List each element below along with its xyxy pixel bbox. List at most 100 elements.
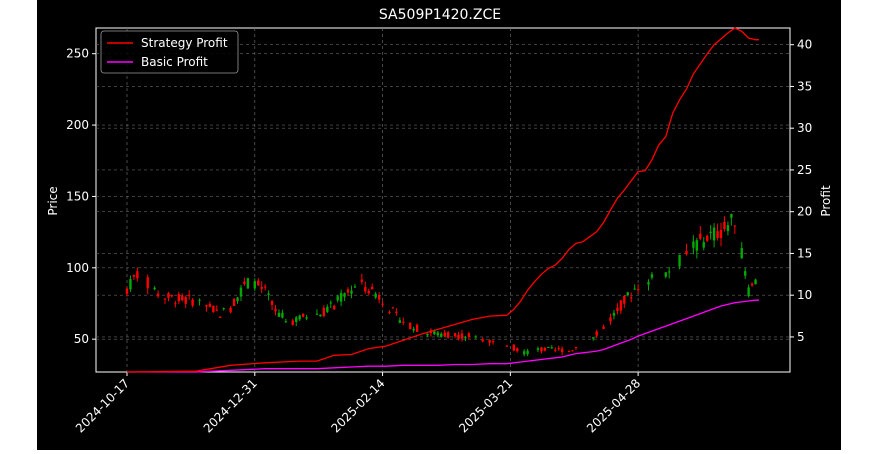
y-right-tick-label: 25 [797,163,812,177]
candle-body [184,297,187,304]
candle-body [647,282,650,285]
y-left-tick-label: 200 [66,118,89,132]
candle-body [668,271,671,273]
candle-body [329,302,332,304]
candle-body [433,331,436,335]
y-right-tick-label: 30 [797,121,812,135]
candle-body [132,275,136,277]
candle-body [371,286,374,290]
candle-body [567,350,571,352]
candle-body [129,279,132,290]
candle-body [229,307,232,313]
candle-body [754,279,757,285]
legend-box [100,30,239,74]
candle-body [488,340,491,343]
candle-body [339,293,343,302]
candle-body [205,305,208,307]
candle-body [281,312,284,318]
candle-body [719,230,723,238]
candle-body [298,315,301,320]
candle-body [263,286,267,288]
candle-body [730,213,733,218]
candle-body [464,337,467,339]
candle-body [167,293,170,298]
candle-body [426,333,429,336]
candle-body [232,298,236,306]
candle-body [360,279,364,282]
candle-body [374,293,377,298]
candle-body [453,333,457,337]
candle-body [326,306,329,312]
candle-body [443,332,446,337]
candle-body [181,295,184,301]
y-right-tick-label: 10 [797,288,812,302]
candle-body [702,242,705,248]
candle-body [595,331,598,336]
candle-body [170,295,174,297]
candle-body [592,337,595,339]
candle-body [602,326,605,329]
candle-body [705,235,709,241]
candle-body [219,316,222,318]
y-right-tick-label: 20 [797,205,812,219]
candle-body [481,339,484,342]
candle-body [460,333,464,339]
candle-body [246,278,250,289]
candle-body [560,348,564,353]
candle-body [343,293,346,297]
candle-body [408,323,412,330]
candle-body [650,274,654,278]
candle-body [243,281,246,285]
candle-body [260,286,263,289]
candle-body [474,336,478,338]
candle-body [609,317,612,322]
candle-body [274,308,277,312]
legend-basic-label: Basic Profit [141,55,208,69]
candle-body [723,221,726,230]
candle-body [626,292,629,296]
candle-body [733,225,737,227]
candle-body [239,287,243,297]
candle-body [726,225,730,232]
y-left-tick-label: 150 [66,189,89,203]
candle-body [543,347,547,351]
candle-body [571,350,574,352]
candle-body [512,344,515,351]
candle-body [177,294,181,302]
candle-body [692,241,695,248]
candle-body [136,271,139,279]
y-right-tick-label: 15 [797,246,812,260]
candle-body [685,250,688,255]
y-axis-left-label: Price [46,186,60,215]
candle-body [346,289,350,293]
candle-body [315,313,319,315]
candle-body [198,299,201,301]
candle-body [222,308,225,310]
candle-body [398,320,402,323]
candle-body [747,287,750,297]
candle-body [505,345,509,347]
candle-body [208,303,212,307]
candle-body [402,321,405,323]
candle-body [267,293,270,295]
candle-body [257,280,260,286]
candle-body [277,312,281,317]
basic-profit-line [127,299,759,373]
y-right-tick-label: 5 [797,330,805,344]
candle-body [547,346,550,348]
candle-body [636,289,640,291]
candle-body [367,290,370,294]
strategy-profit-line [126,27,759,373]
candle-body [364,287,367,292]
candle-body [619,300,623,311]
candle-body [291,320,294,325]
plot-area [95,27,791,373]
candle-body [301,313,305,317]
candle-body [174,303,177,305]
candle-body [612,312,616,316]
candle-body [446,332,450,338]
candle-body [395,311,398,314]
candle-body [336,296,339,301]
candle-body [440,333,443,337]
